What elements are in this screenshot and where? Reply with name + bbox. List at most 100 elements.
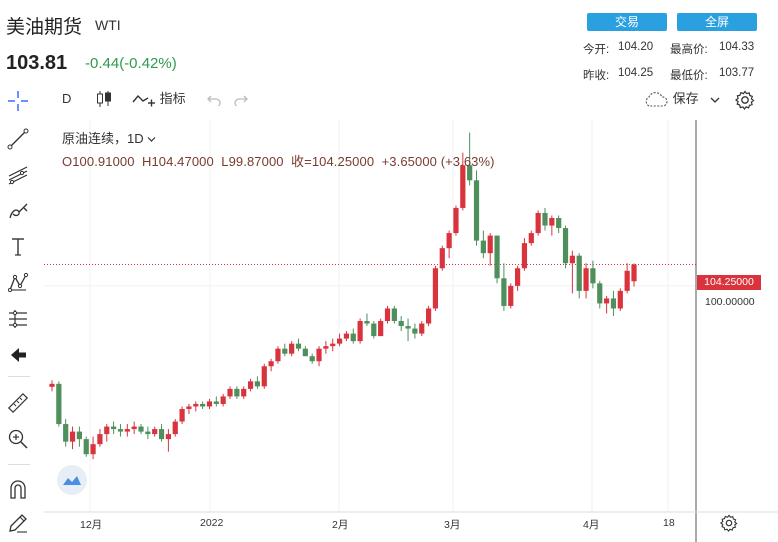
trend-line-tool[interactable] <box>5 126 31 152</box>
pitchfork-tool[interactable] <box>5 162 31 188</box>
candle-body <box>56 383 62 425</box>
candle <box>104 424 110 442</box>
candle <box>90 436 96 460</box>
candle-body <box>549 218 555 226</box>
candle <box>152 426 158 437</box>
candle <box>597 280 603 309</box>
candle-body <box>487 235 493 254</box>
candle-body <box>261 366 267 387</box>
candle-body <box>254 381 261 387</box>
trade-button[interactable]: 交易 <box>587 13 667 31</box>
open-value: 104.20 <box>618 41 654 53</box>
candle <box>220 393 226 407</box>
candle <box>576 253 582 299</box>
open-label: 今开: <box>583 44 610 56</box>
chart-toolbar: D 指标 保存 <box>0 86 778 112</box>
back-tool[interactable] <box>5 342 31 368</box>
candle-body <box>117 429 124 432</box>
candle-body <box>521 243 528 269</box>
range-icon <box>9 310 27 328</box>
candle-body <box>49 383 55 387</box>
candle <box>49 380 55 392</box>
text-icon <box>12 238 24 256</box>
candle <box>446 230 452 259</box>
magnet-tool[interactable] <box>5 476 31 502</box>
pattern-tool[interactable] <box>5 270 31 296</box>
candle <box>501 263 507 311</box>
undo-button[interactable] <box>207 86 221 112</box>
candle-body <box>131 426 137 430</box>
candle-body <box>165 434 171 440</box>
ruler-tool[interactable] <box>5 390 31 416</box>
candle-body <box>467 165 473 181</box>
candle-body <box>371 323 377 337</box>
pitchfork-icon <box>8 166 28 185</box>
brush-tool[interactable] <box>5 198 31 224</box>
candle <box>241 386 247 399</box>
candle <box>364 313 370 327</box>
candle-body <box>179 408 185 422</box>
candle <box>569 250 575 294</box>
candle <box>610 290 617 316</box>
redo-button[interactable] <box>234 86 248 112</box>
candle-body <box>535 212 541 234</box>
candle <box>624 263 630 294</box>
candle-body <box>336 338 343 344</box>
zoom-tool[interactable] <box>5 426 31 452</box>
candle <box>323 341 329 354</box>
axis-settings-button[interactable] <box>720 514 738 537</box>
save-dropdown[interactable] <box>710 86 720 112</box>
candle-body <box>460 165 466 208</box>
y-tick-label: 100.00000 <box>705 296 755 308</box>
measure-range-tool[interactable] <box>5 306 31 332</box>
candle-body <box>83 439 89 455</box>
candle <box>138 424 144 435</box>
candle-body <box>227 388 233 397</box>
candle <box>371 321 377 339</box>
candlestick-chart[interactable] <box>44 120 778 542</box>
settings-button[interactable] <box>735 86 755 112</box>
candle-body <box>124 429 130 432</box>
candle <box>350 328 356 344</box>
candle-body <box>473 180 480 241</box>
chart-legend-title[interactable]: 原油连续，1D <box>62 128 156 147</box>
candle <box>124 424 130 437</box>
prev-close-label: 昨收: <box>583 70 610 82</box>
high-value: 104.33 <box>719 41 755 53</box>
candle-body <box>515 268 521 286</box>
candle <box>227 386 233 399</box>
candle-body <box>446 233 452 249</box>
candle-body <box>69 431 76 442</box>
candle <box>549 215 555 236</box>
interval-selector[interactable]: D <box>62 91 72 106</box>
candle <box>268 358 274 372</box>
x-tick-label: 18 <box>663 517 675 529</box>
candle <box>76 426 82 447</box>
candle <box>165 429 171 452</box>
save-button[interactable]: 保存 <box>643 86 699 112</box>
candle-body <box>90 444 96 455</box>
low-value: 103.77 <box>719 67 755 79</box>
candle <box>63 419 69 447</box>
indicators-button[interactable]: 指标 <box>132 86 186 112</box>
x-tick-label: 12月 <box>80 519 103 531</box>
candle-body <box>378 321 384 337</box>
candle <box>234 386 240 399</box>
chevron-down-icon <box>710 97 720 103</box>
text-tool[interactable] <box>5 234 31 260</box>
candle <box>432 265 439 311</box>
candle <box>343 331 350 342</box>
x-tick-label: 4月 <box>583 519 600 531</box>
crosshair-tool[interactable] <box>5 88 31 114</box>
draw-mode-tool[interactable] <box>5 510 31 536</box>
candle-body <box>193 403 199 407</box>
x-tick-label: 3月 <box>444 519 461 531</box>
candle-type-button[interactable] <box>96 86 112 112</box>
fullscreen-button[interactable]: 全屏 <box>677 13 757 31</box>
candle <box>172 419 178 437</box>
candle-body <box>432 268 439 309</box>
candle-body <box>158 429 165 440</box>
tradingview-logo[interactable] <box>57 465 87 495</box>
candle-body <box>562 228 569 264</box>
indicators-label: 指标 <box>159 91 186 106</box>
